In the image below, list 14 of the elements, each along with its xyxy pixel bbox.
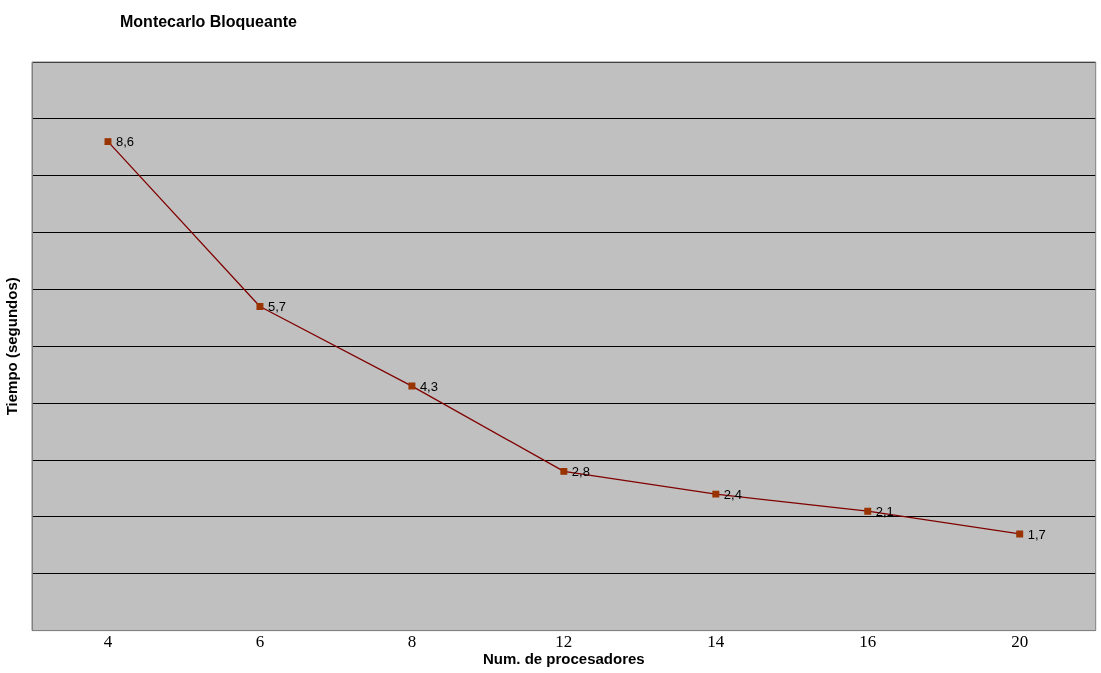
x-tick-label: 14 [707, 632, 725, 652]
x-axis-title: Num. de procesadores [482, 650, 645, 668]
x-tick-label: 12 [555, 632, 573, 652]
chart-title: Montecarlo Bloqueante [120, 13, 298, 30]
x-tick-label: 6 [255, 632, 265, 652]
y-axis-title: Tiempo (segundos) [3, 277, 21, 416]
data-label: 5,7 [267, 299, 287, 315]
x-tick-label: 4 [103, 632, 113, 652]
data-label: 8,6 [115, 134, 135, 150]
x-tick-label: 8 [407, 632, 417, 652]
x-tick-label: 20 [1011, 632, 1029, 652]
data-label: 1,7 [1027, 526, 1046, 542]
x-tick-label: 16 [859, 632, 877, 652]
data-label: 4,3 [419, 378, 438, 394]
